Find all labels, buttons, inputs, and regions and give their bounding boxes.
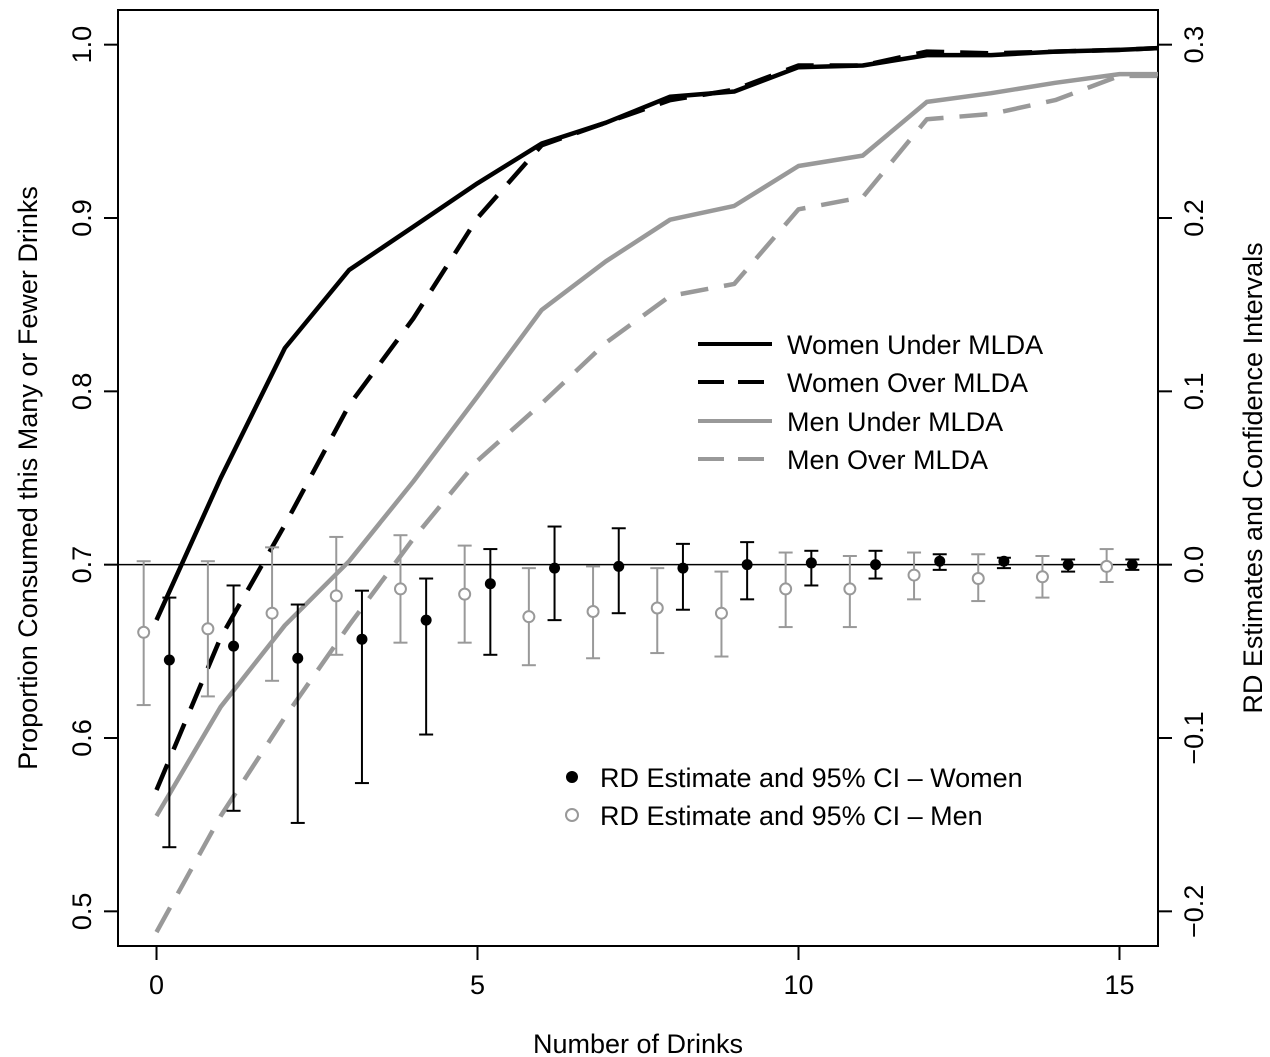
y-left-tick-label: 0.9 [67,199,97,237]
y-left-tick-label: 0.6 [67,719,97,757]
rd-point [137,625,151,639]
legend-lines: Women Under MLDA Women Over MLDA Men Und… [698,330,1043,475]
x-axis-label: Number of Drinks [533,1029,743,1057]
y-right-tick-label: 0.3 [1179,26,1209,64]
rd-point [934,555,946,567]
legend-swatch-rd-women [566,771,578,783]
rd-point [1100,559,1114,573]
y-left-tick-label: 0.8 [67,373,97,411]
y-left-tick-label: 1.0 [67,26,97,64]
rd-point [843,582,857,596]
series-line-women-over-mlda [154,45,1158,791]
y-right-tick-label: 0.2 [1179,199,1209,237]
rd-series-men [136,534,1114,707]
rd-point [870,559,882,571]
y-right-tick-label: −0.2 [1179,885,1209,938]
rd-point [714,606,728,620]
rd-point [265,606,279,620]
rd-point [779,582,793,596]
y-axis-label-right: RD Estimates and Confidence Intervals [1238,242,1268,713]
rd-point [163,654,175,666]
legend-points: RD Estimate and 95% CI – Women RD Estima… [565,763,1023,831]
legend-label-rd-men: RD Estimate and 95% CI – Men [600,801,983,831]
rd-point [650,601,664,615]
rd-point [292,652,304,664]
chart-marks: 0 5 10 15 0.5 0.6 0.7 0.8 0.9 1.0 −0.2 −0.1 0.0 0.1 0.… [67,26,1209,1000]
y-left-tick-label: 0.7 [67,546,97,584]
plot-frame [117,9,1159,947]
y-right-tick-label: 0.0 [1179,546,1209,584]
rd-point [228,640,240,652]
rd-point [741,559,753,571]
rd-point [1126,559,1138,571]
rd-point [1035,570,1049,584]
series-lines [154,45,1158,934]
series-line-men-over-mlda [154,73,1158,934]
rd-point [1062,559,1074,571]
legend-label-women-under: Women Under MLDA [787,330,1043,360]
rd-point [458,587,472,601]
rd-series-women [162,525,1140,849]
legend-label-women-over: Women Over MLDA [787,368,1028,398]
rd-point [522,610,536,624]
legend-label-rd-women: RD Estimate and 95% CI – Women [600,763,1023,793]
legend-label-men-under: Men Under MLDA [787,407,1003,437]
x-tick-label: 5 [470,970,485,1000]
rd-point [805,557,817,569]
y-axis-label-left: Proportion Consumed this Many or Fewer D… [13,186,43,770]
y-right-tick-label: 0.1 [1179,373,1209,411]
rd-point [420,614,432,626]
x-tick-label: 10 [783,970,813,1000]
rd-point [393,582,407,596]
rd-point [356,633,368,645]
rd-point [613,560,625,572]
y-right-tick-label: −0.1 [1179,711,1209,764]
rd-point [484,578,496,590]
y-left-tick-label: 0.5 [67,893,97,931]
x-tick-label: 0 [149,970,164,1000]
rd-point [677,562,689,574]
legend-swatch-rd-men [565,808,579,822]
rd-point [586,604,600,618]
rd-point [907,568,921,582]
rd-point [549,562,561,574]
series-line-men-under-mlda [154,71,1158,818]
rd-point [998,555,1010,567]
rd-point [201,622,215,636]
legend-label-men-over: Men Over MLDA [787,445,988,475]
rd-point [971,572,985,586]
x-tick-label: 15 [1104,970,1134,1000]
rd-point [329,589,343,603]
